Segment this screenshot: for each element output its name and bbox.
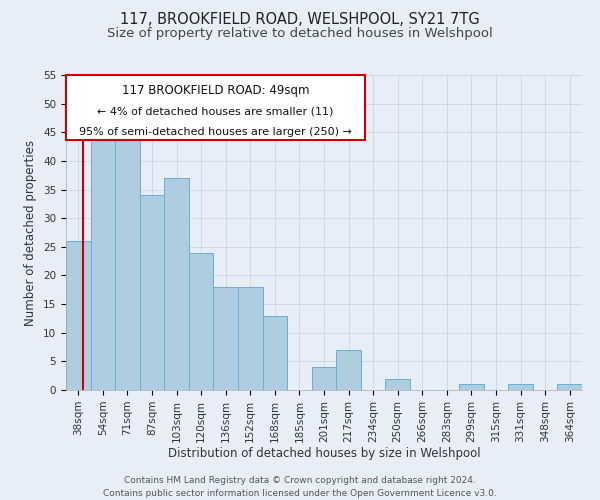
- Text: ← 4% of detached houses are smaller (11): ← 4% of detached houses are smaller (11): [97, 106, 334, 117]
- Bar: [385, 378, 410, 390]
- Text: Size of property relative to detached houses in Welshpool: Size of property relative to detached ho…: [107, 28, 493, 40]
- Bar: [164, 178, 189, 390]
- Bar: [459, 384, 484, 390]
- Text: 117 BROOKFIELD ROAD: 49sqm: 117 BROOKFIELD ROAD: 49sqm: [122, 84, 310, 98]
- Bar: [557, 384, 582, 390]
- Bar: [140, 196, 164, 390]
- Bar: [115, 126, 140, 390]
- Bar: [263, 316, 287, 390]
- Bar: [66, 241, 91, 390]
- Text: 117, BROOKFIELD ROAD, WELSHPOOL, SY21 7TG: 117, BROOKFIELD ROAD, WELSHPOOL, SY21 7T…: [120, 12, 480, 28]
- X-axis label: Distribution of detached houses by size in Welshpool: Distribution of detached houses by size …: [167, 448, 481, 460]
- Bar: [336, 350, 361, 390]
- Text: Contains HM Land Registry data © Crown copyright and database right 2024.
Contai: Contains HM Land Registry data © Crown c…: [103, 476, 497, 498]
- Bar: [238, 287, 263, 390]
- Bar: [189, 252, 214, 390]
- Bar: [508, 384, 533, 390]
- Text: 95% of semi-detached houses are larger (250) →: 95% of semi-detached houses are larger (…: [79, 127, 352, 137]
- Bar: [214, 287, 238, 390]
- Bar: [91, 126, 115, 390]
- Y-axis label: Number of detached properties: Number of detached properties: [25, 140, 37, 326]
- FancyBboxPatch shape: [66, 75, 365, 140]
- Bar: [312, 367, 336, 390]
